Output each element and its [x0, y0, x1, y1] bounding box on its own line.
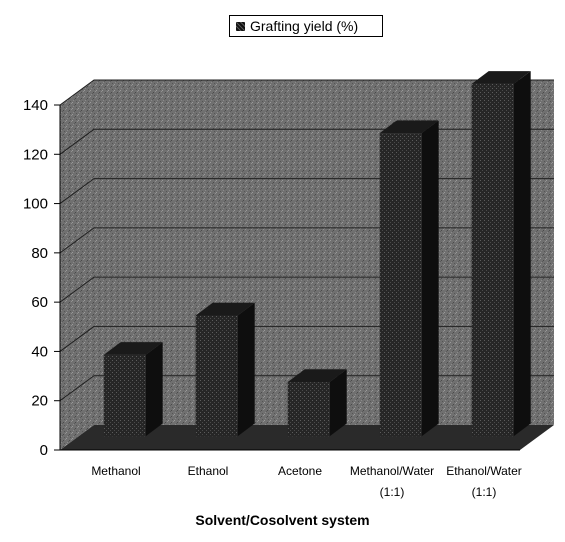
y-tick-label: 80	[31, 245, 48, 262]
chart-legend: Grafting yield (%)	[229, 15, 383, 37]
x-tick-label: Ethanol	[188, 464, 229, 478]
y-tick-label: 40	[31, 343, 48, 360]
bar	[103, 354, 146, 437]
bar-top	[471, 71, 531, 84]
y-tick-label: 60	[31, 294, 48, 311]
y-tick-label: 100	[23, 196, 48, 213]
bar-top	[287, 369, 347, 383]
legend-swatch	[236, 21, 245, 31]
floor	[60, 425, 554, 450]
bar-top	[103, 342, 163, 355]
x-tick-label: Methanol	[91, 464, 140, 478]
side-wall	[60, 80, 94, 450]
bar	[195, 315, 238, 437]
bar	[287, 382, 330, 437]
y-tick-label: 140	[23, 97, 48, 114]
bar	[471, 83, 514, 437]
bar-top	[379, 120, 439, 134]
x-tick-label: Methanol/Water	[350, 464, 434, 478]
bar-side	[145, 342, 163, 437]
x-axis-title: Solvent/Cosolvent system	[195, 512, 370, 528]
gridline	[59, 79, 554, 106]
x-tick-label: (1:1)	[472, 485, 497, 499]
legend-label: Grafting yield (%)	[250, 18, 359, 34]
bar-side	[329, 369, 347, 437]
x-tick-label: (1:1)	[380, 485, 405, 499]
x-tick-label: Acetone	[278, 464, 322, 478]
bar-top	[195, 302, 255, 316]
y-tick-label: 120	[23, 146, 48, 163]
y-tick-label: 20	[31, 393, 48, 410]
x-tick-label: Ethanol/Water	[446, 464, 522, 478]
bar-side	[237, 302, 255, 437]
bar-side	[513, 71, 531, 437]
bar-side	[421, 120, 439, 437]
bar	[379, 133, 422, 437]
y-tick-label: 0	[40, 442, 48, 459]
